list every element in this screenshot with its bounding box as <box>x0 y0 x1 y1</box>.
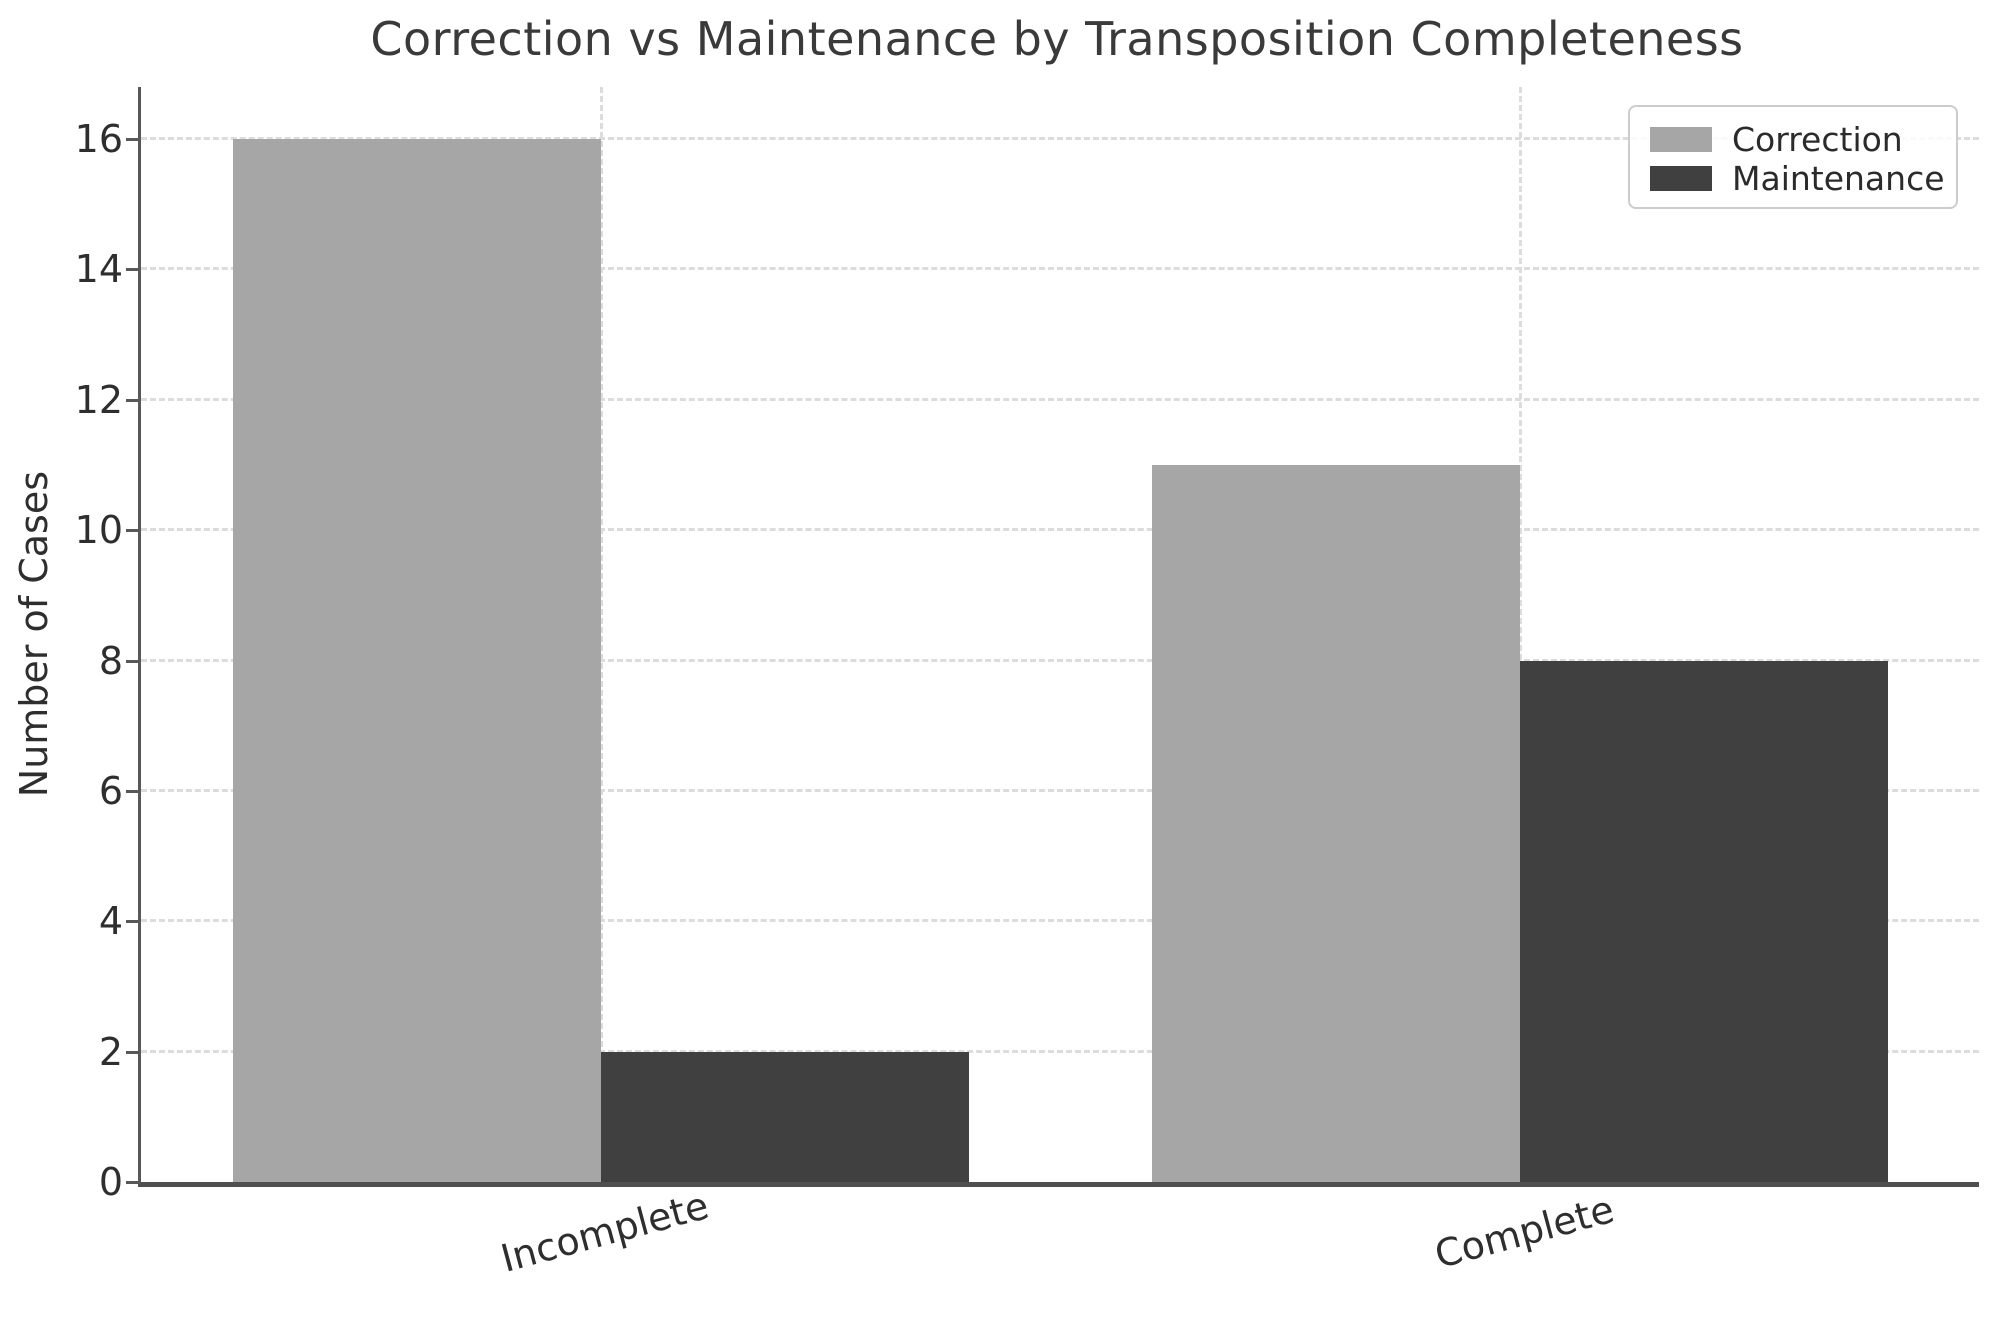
bar-complete-correction <box>1152 465 1520 1182</box>
legend-label-maintenance: Maintenance <box>1732 159 1945 198</box>
y-tick-label: 10 <box>74 508 123 552</box>
y-tick-mark <box>126 790 138 793</box>
y-tick-label: 0 <box>98 1160 123 1204</box>
y-tick-mark <box>126 138 138 141</box>
horizontal-gridline <box>141 789 1979 792</box>
y-tick-mark <box>126 1181 138 1184</box>
y-tick-mark <box>126 399 138 402</box>
bar-incomplete-correction <box>233 139 601 1182</box>
horizontal-gridline <box>141 137 1979 140</box>
horizontal-gridline <box>141 659 1979 662</box>
chart-title: Correction vs Maintenance by Transpositi… <box>370 12 1744 66</box>
horizontal-gridline <box>141 267 1979 270</box>
y-tick-label: 4 <box>98 899 123 943</box>
plot-area: 0 2 4 6 8 10 12 14 16 Incomplete Complete <box>75 87 1979 1281</box>
y-tick-mark <box>126 529 138 532</box>
legend-item-correction: Correction <box>1650 120 1938 159</box>
correction-color-swatch <box>1650 127 1712 152</box>
y-tick-mark <box>126 268 138 271</box>
y-tick-label: 12 <box>74 378 123 422</box>
horizontal-gridline <box>141 528 1979 531</box>
x-tick-label-complete: Complete <box>1429 1187 1618 1277</box>
legend-item-maintenance: Maintenance <box>1650 159 1945 198</box>
x-tick-label-incomplete: Incomplete <box>495 1183 713 1281</box>
y-tick-mark <box>126 660 138 663</box>
y-tick-label: 8 <box>98 639 123 683</box>
legend-label-correction: Correction <box>1732 120 1903 159</box>
horizontal-gridline <box>141 1050 1979 1053</box>
y-tick-mark <box>126 920 138 923</box>
y-tick-label: 2 <box>98 1030 123 1074</box>
bar-incomplete-maintenance <box>601 1052 969 1182</box>
y-tick-mark <box>126 1051 138 1054</box>
horizontal-gridline <box>141 919 1979 922</box>
y-tick-label: 14 <box>74 247 123 291</box>
legend: Correction Maintenance <box>1628 105 1958 209</box>
vertical-gridline <box>1518 87 1522 1182</box>
horizontal-gridline <box>141 398 1979 401</box>
y-tick-label: 16 <box>74 117 123 161</box>
maintenance-color-swatch <box>1650 166 1712 191</box>
bar-complete-maintenance <box>1520 661 1888 1182</box>
y-tick-label: 6 <box>98 769 123 813</box>
vertical-gridline <box>599 87 603 1182</box>
